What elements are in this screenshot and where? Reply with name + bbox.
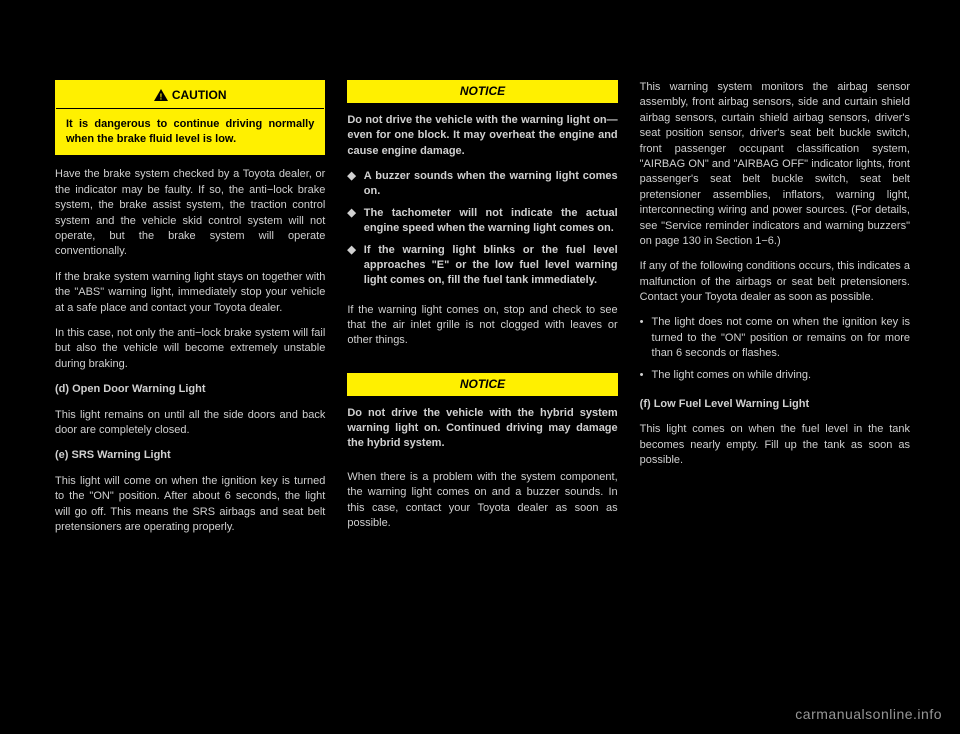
notice1-bullet-b: ◆ The tachometer will not indicate the a… [347,206,617,237]
bullet-diamond-icon: ◆ [347,169,355,200]
caution-body-text: It is dangerous to continue driving norm… [56,109,324,155]
col1-para4: This light remains on until all the side… [55,408,325,439]
notice1-intro: Do not drive the vehicle with the warnin… [347,113,617,159]
column-1: ! CAUTION It is dangerous to continue dr… [55,80,325,545]
col1-para2: If the brake system warning light stays … [55,270,325,316]
col2-para-end: When there is a problem with the system … [347,470,617,532]
col1-para1: Have the brake system checked by a Toyot… [55,167,325,259]
bullet-text: The tachometer will not indicate the act… [364,206,618,237]
notice1-bullet-c: ◆ If the warning light blinks or the fue… [347,243,617,289]
col1-para5: This light will come on when the ignitio… [55,474,325,536]
col3-para1: This warning system monitors the airbag … [640,80,910,249]
notice2-text: Do not drive the vehicle with the hybrid… [347,406,617,452]
caution-label: CAUTION [172,87,227,104]
col3-para2-intro: If any of the following conditions occur… [640,259,910,305]
bullet-dot-icon: • [640,368,644,383]
bullet-text: The light comes on while driving. [652,368,812,383]
notice-bar-1: NOTICE [347,80,617,103]
warning-triangle-icon: ! [154,89,168,101]
bullet-text: A buzzer sounds when the warning light c… [364,169,618,200]
col3-para-f: This light comes on when the fuel level … [640,422,910,468]
bullet-diamond-icon: ◆ [347,206,355,237]
bullet-dot-icon: • [640,315,644,361]
svg-text:!: ! [159,93,162,102]
column-2: NOTICE Do not drive the vehicle with the… [347,80,617,545]
notice1-bullet-a: ◆ A buzzer sounds when the warning light… [347,169,617,200]
col3-bullet-b: • The light comes on while driving. [640,368,910,383]
caution-box: ! CAUTION It is dangerous to continue dr… [55,80,325,155]
bullet-text: The light does not come on when the igni… [652,315,910,361]
bullet-text: If the warning light blinks or the fuel … [364,243,618,289]
caution-header: ! CAUTION [56,81,324,109]
bullet-diamond-icon: ◆ [347,243,355,289]
col3-bullet-a: • The light does not come on when the ig… [640,315,910,361]
col1-para3: In this case, not only the anti−lock bra… [55,326,325,372]
col1-heading4: (d) Open Door Warning Light [55,382,325,397]
notice-bar-2: NOTICE [347,373,617,396]
watermark-text: carmanualsonline.info [795,706,942,722]
column-3: This warning system monitors the airbag … [640,80,910,545]
col3-heading-f: (f) Low Fuel Level Warning Light [640,397,910,412]
col1-heading5: (e) SRS Warning Light [55,448,325,463]
col2-para-mid: If the warning light comes on, stop and … [347,303,617,349]
three-column-layout: ! CAUTION It is dangerous to continue dr… [55,80,910,545]
